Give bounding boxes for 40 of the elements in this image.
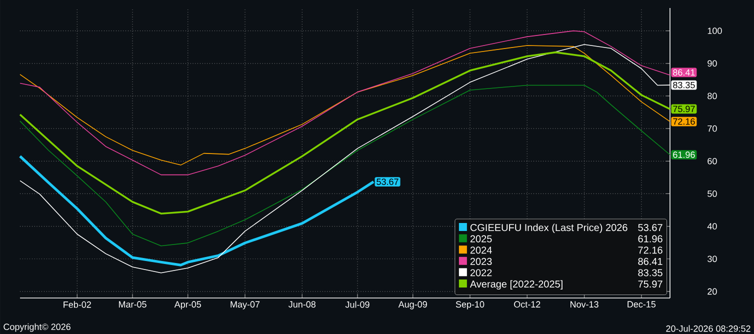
y-tick-label: 50 [708,190,717,197]
data-label: 72.16 [673,118,695,125]
text: 20-Jul-2026 08:29:52 [666,325,750,332]
x-tick-label: Feb-02 [64,301,91,308]
legend-label: 2024 [470,246,492,254]
legend-label: 2025 [470,235,492,242]
text: 83.35 [638,269,662,276]
y-tick-label: 70 [708,125,717,132]
x-tick-label: Jul-09 [345,301,370,308]
y-tick-label: 20 [708,288,717,295]
x-tick-label: Apr-05 [174,301,201,310]
y-tick-label: 60 [708,158,717,164]
text: 53.67 [638,224,662,232]
x-tick-label: May-07 [230,301,260,310]
data-label: 83.35 [673,82,695,88]
data-label: 53.67 [376,178,398,185]
x-tick-label: Aug-09 [398,301,427,310]
y-tick-label: 100 [708,28,722,34]
text: Copyright© 2026 [4,323,70,332]
y-tick-label: 40 [707,223,717,230]
x-tick-label: Mar-05 [118,301,146,308]
y-tick-label: 80 [708,92,717,100]
text: 72.16 [638,246,662,254]
y-tick-label: 30 [708,256,717,262]
data-label: 61.96 [673,152,695,158]
x-tick-label: Oct-12 [514,301,540,308]
text: 61.96 [638,235,662,242]
x-tick-label: Sep-10 [456,301,484,310]
x-tick-label: Dec-15 [628,301,656,308]
legend-label: Average [2022-2025] [470,280,562,290]
legend-label: CGIEEUFU Index (Last Price) 2026 [470,224,628,234]
legend-label: 2023 [470,258,492,265]
y-tick-label: 90 [708,60,717,67]
x-tick-label: Jun-08 [288,301,316,308]
legend-label: 2022 [470,269,492,276]
data-label: 75.97 [673,106,695,112]
text: 75.97 [638,280,662,288]
text: 86.41 [638,258,662,265]
x-tick-label: Nov-13 [570,301,598,308]
data-label: 86.41 [673,69,695,76]
